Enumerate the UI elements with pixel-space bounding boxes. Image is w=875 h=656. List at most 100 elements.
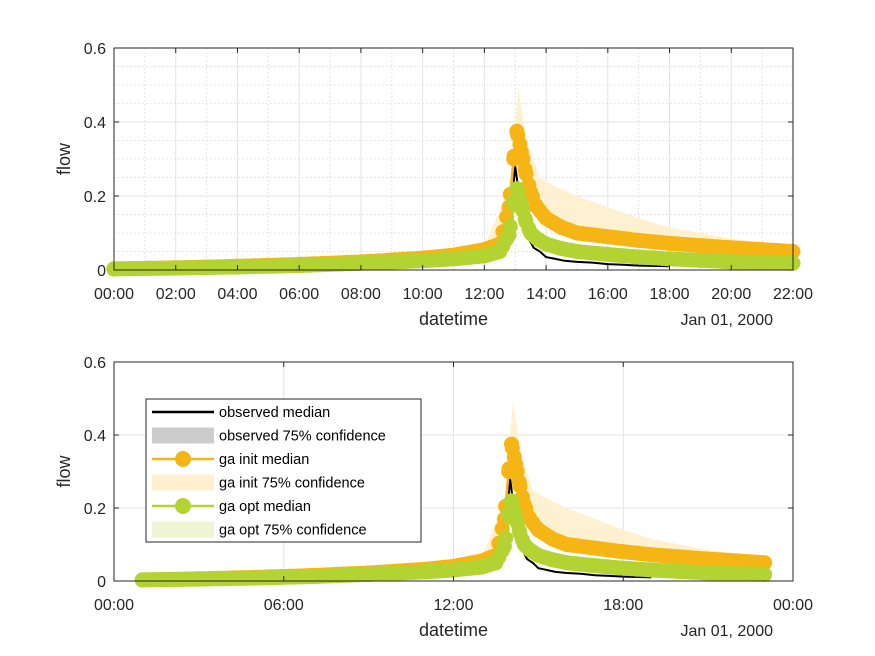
marker-ga-init-median bbox=[545, 531, 560, 547]
x-axis-label: datetime bbox=[419, 309, 488, 329]
series-band-ga-init bbox=[114, 88, 793, 270]
marker-ga-init-median bbox=[518, 166, 534, 182]
marker-ga-init-median bbox=[728, 553, 744, 569]
y-tick-label: 0.4 bbox=[84, 428, 106, 445]
legend-swatch bbox=[152, 474, 214, 491]
legend-label: observed 75% confidence bbox=[219, 429, 386, 445]
marker-ga-opt-median bbox=[191, 571, 207, 587]
legend-label: observed median bbox=[219, 405, 330, 421]
series-band-ga-init bbox=[142, 402, 765, 581]
x-tick-label: 18:00 bbox=[603, 597, 643, 614]
marker-ga-opt-median bbox=[496, 538, 512, 554]
y-axis-label: flow bbox=[54, 454, 74, 487]
marker-ga-opt-median bbox=[644, 562, 659, 578]
legend-marker bbox=[175, 451, 191, 467]
axes-box bbox=[113, 47, 794, 271]
y-tick-label: 0.2 bbox=[84, 501, 106, 518]
marker-ga-opt-median bbox=[631, 249, 647, 265]
y-tick-label: 0.6 bbox=[84, 355, 106, 372]
x-tick-label: 06:00 bbox=[279, 286, 319, 303]
marker-ga-init-median bbox=[600, 229, 616, 245]
legend-item: ga opt 75% confidence bbox=[152, 521, 367, 539]
y-tick-label: 0 bbox=[97, 263, 106, 280]
marker-ga-opt-median bbox=[559, 555, 575, 571]
marker-ga-opt-median bbox=[361, 566, 377, 582]
marker-ga-init-median bbox=[723, 240, 739, 256]
legend-item: observed 75% confidence bbox=[152, 427, 386, 445]
x-tick-label: 12:00 bbox=[433, 597, 473, 614]
marker-ga-opt-median bbox=[615, 560, 631, 576]
x-tick-label: 04:00 bbox=[217, 286, 257, 303]
x-date-label: Jan 01, 2000 bbox=[680, 312, 773, 329]
x-axis-label: datetime bbox=[419, 620, 488, 640]
marker-ga-init-median bbox=[692, 238, 708, 254]
marker-ga-init-median bbox=[754, 242, 770, 258]
marker-ga-opt-median bbox=[304, 569, 320, 585]
marker-ga-init-median bbox=[509, 123, 525, 139]
marker-ga-opt-median bbox=[545, 552, 560, 568]
marker-ga-init-median bbox=[672, 549, 688, 565]
marker-ga-init-median bbox=[529, 199, 545, 215]
marker-ga-init-median bbox=[569, 225, 585, 241]
marker-ga-opt-median bbox=[530, 548, 546, 563]
marker-ga-init-median bbox=[615, 544, 631, 560]
marker-ga-opt-median bbox=[554, 241, 569, 256]
x-tick-label: 02:00 bbox=[156, 286, 196, 303]
marker-ga-opt-median bbox=[587, 558, 603, 574]
marker-ga-opt-median bbox=[446, 251, 461, 267]
legend-item: ga opt median bbox=[152, 498, 311, 515]
marker-ga-opt-median bbox=[474, 559, 490, 575]
marker-ga-init-median bbox=[554, 219, 569, 235]
marker-ga-opt-median bbox=[501, 227, 517, 243]
x-tick-label: 18:00 bbox=[650, 286, 690, 303]
marker-ga-init-median bbox=[512, 478, 528, 494]
x-tick-label: 14:00 bbox=[526, 286, 566, 303]
legend-label: ga init median bbox=[219, 452, 309, 468]
legend-box bbox=[145, 398, 422, 543]
marker-ga-opt-median bbox=[446, 562, 461, 578]
y-tick-label: 0 bbox=[97, 574, 106, 591]
y-tick-label: 0.4 bbox=[84, 115, 106, 132]
marker-ga-init-median bbox=[512, 136, 528, 152]
legend-label: ga opt 75% confidence bbox=[219, 523, 367, 539]
marker-ga-opt-median bbox=[488, 555, 504, 571]
marker-ga-init-median bbox=[538, 210, 554, 226]
marker-ga-opt-median bbox=[476, 248, 492, 264]
x-tick-label: 10:00 bbox=[403, 286, 443, 303]
marker-ga-opt-median bbox=[417, 564, 433, 580]
marker-ga-opt-median bbox=[662, 251, 677, 267]
chart-panel-bottom: 0 0.2 0.4 0.6 00:00 06:00 12:00 18:00 00:00 datet… bbox=[54, 355, 813, 640]
marker-ga-opt-median bbox=[600, 247, 616, 262]
marker-ga-init-median bbox=[504, 436, 519, 452]
x-tick-label: 08:00 bbox=[341, 286, 381, 303]
x-tick-label: 16:00 bbox=[588, 286, 628, 303]
legend-item: observed median bbox=[152, 405, 330, 421]
marker-ga-opt-median bbox=[672, 564, 688, 579]
y-tick-label: 0.2 bbox=[84, 189, 106, 206]
marker-ga-init-median bbox=[631, 232, 647, 248]
x-tick-label: 00:00 bbox=[94, 286, 134, 303]
x-tick-label: 20:00 bbox=[711, 286, 751, 303]
legend-marker bbox=[175, 498, 191, 514]
marker-ga-opt-median bbox=[692, 252, 708, 268]
marker-ga-init-median bbox=[509, 464, 525, 479]
legend-swatch bbox=[152, 521, 214, 538]
marker-ga-init-median bbox=[587, 540, 603, 556]
legend-item: ga init median bbox=[152, 451, 309, 468]
marker-ga-opt-median bbox=[700, 565, 716, 581]
x-tick-label: 00:00 bbox=[773, 597, 813, 614]
marker-ga-init-median bbox=[662, 235, 677, 251]
marker-ga-opt-median bbox=[728, 566, 744, 582]
marker-ga-opt-median bbox=[134, 572, 150, 588]
marker-ga-opt-median bbox=[538, 236, 554, 252]
y-axis-label: flow bbox=[54, 142, 74, 175]
marker-ga-init-median bbox=[515, 151, 531, 167]
x-date-label: Jan 01, 2000 bbox=[680, 623, 773, 640]
marker-ga-opt-median bbox=[248, 570, 263, 586]
x-tick-label: 22:00 bbox=[773, 286, 813, 303]
x-tick-label: 00:00 bbox=[94, 597, 134, 614]
legend-label: ga init 75% confidence bbox=[219, 476, 365, 492]
marker-ga-opt-median bbox=[757, 566, 773, 582]
series-ga-opt-median bbox=[106, 181, 801, 277]
